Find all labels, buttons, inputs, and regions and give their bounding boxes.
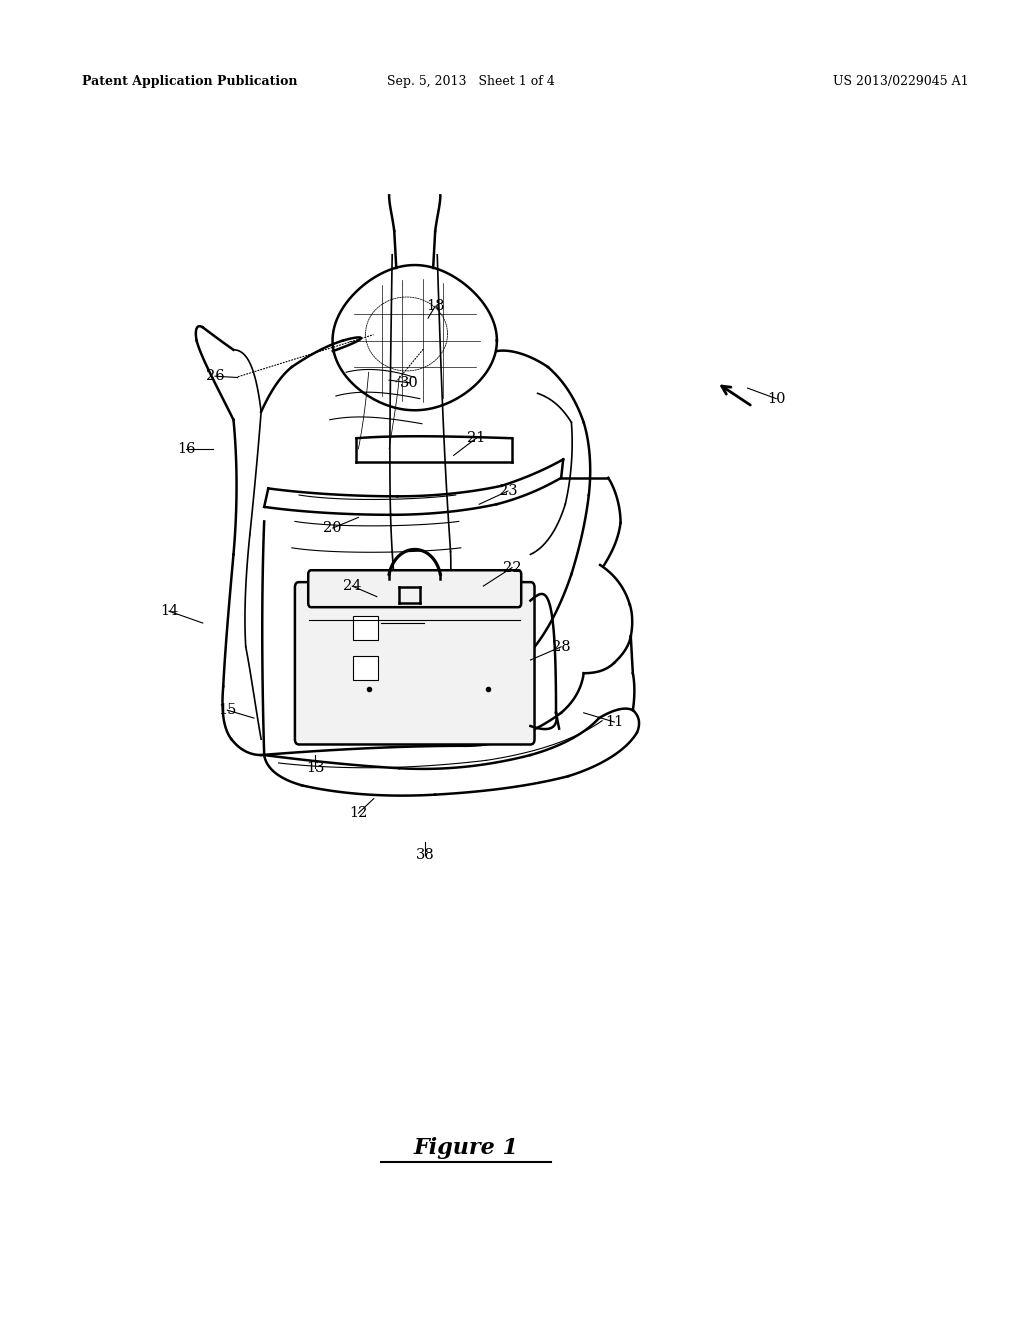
Text: 30: 30 xyxy=(400,376,419,389)
Text: Figure 1: Figure 1 xyxy=(414,1138,518,1159)
FancyBboxPatch shape xyxy=(353,656,378,680)
Text: 38: 38 xyxy=(416,849,434,862)
Text: 22: 22 xyxy=(503,561,521,574)
FancyBboxPatch shape xyxy=(381,602,424,644)
Text: 20: 20 xyxy=(324,521,342,535)
Text: Sep. 5, 2013   Sheet 1 of 4: Sep. 5, 2013 Sheet 1 of 4 xyxy=(387,75,555,88)
Text: 21: 21 xyxy=(467,432,485,445)
Text: 10: 10 xyxy=(767,392,785,405)
Text: 13: 13 xyxy=(306,762,325,775)
Text: 26: 26 xyxy=(206,370,224,383)
Text: Patent Application Publication: Patent Application Publication xyxy=(82,75,297,88)
Text: 28: 28 xyxy=(552,640,570,653)
Text: US 2013/0229045 A1: US 2013/0229045 A1 xyxy=(834,75,969,88)
Text: 15: 15 xyxy=(218,704,237,717)
FancyBboxPatch shape xyxy=(295,582,535,744)
FancyBboxPatch shape xyxy=(353,616,378,640)
Text: 24: 24 xyxy=(343,579,361,593)
Text: 16: 16 xyxy=(177,442,196,455)
Text: 12: 12 xyxy=(349,807,368,820)
Text: 23: 23 xyxy=(499,484,517,498)
Text: 18: 18 xyxy=(426,300,444,313)
FancyBboxPatch shape xyxy=(308,570,521,607)
Text: 11: 11 xyxy=(605,715,624,729)
Text: 14: 14 xyxy=(160,605,178,618)
